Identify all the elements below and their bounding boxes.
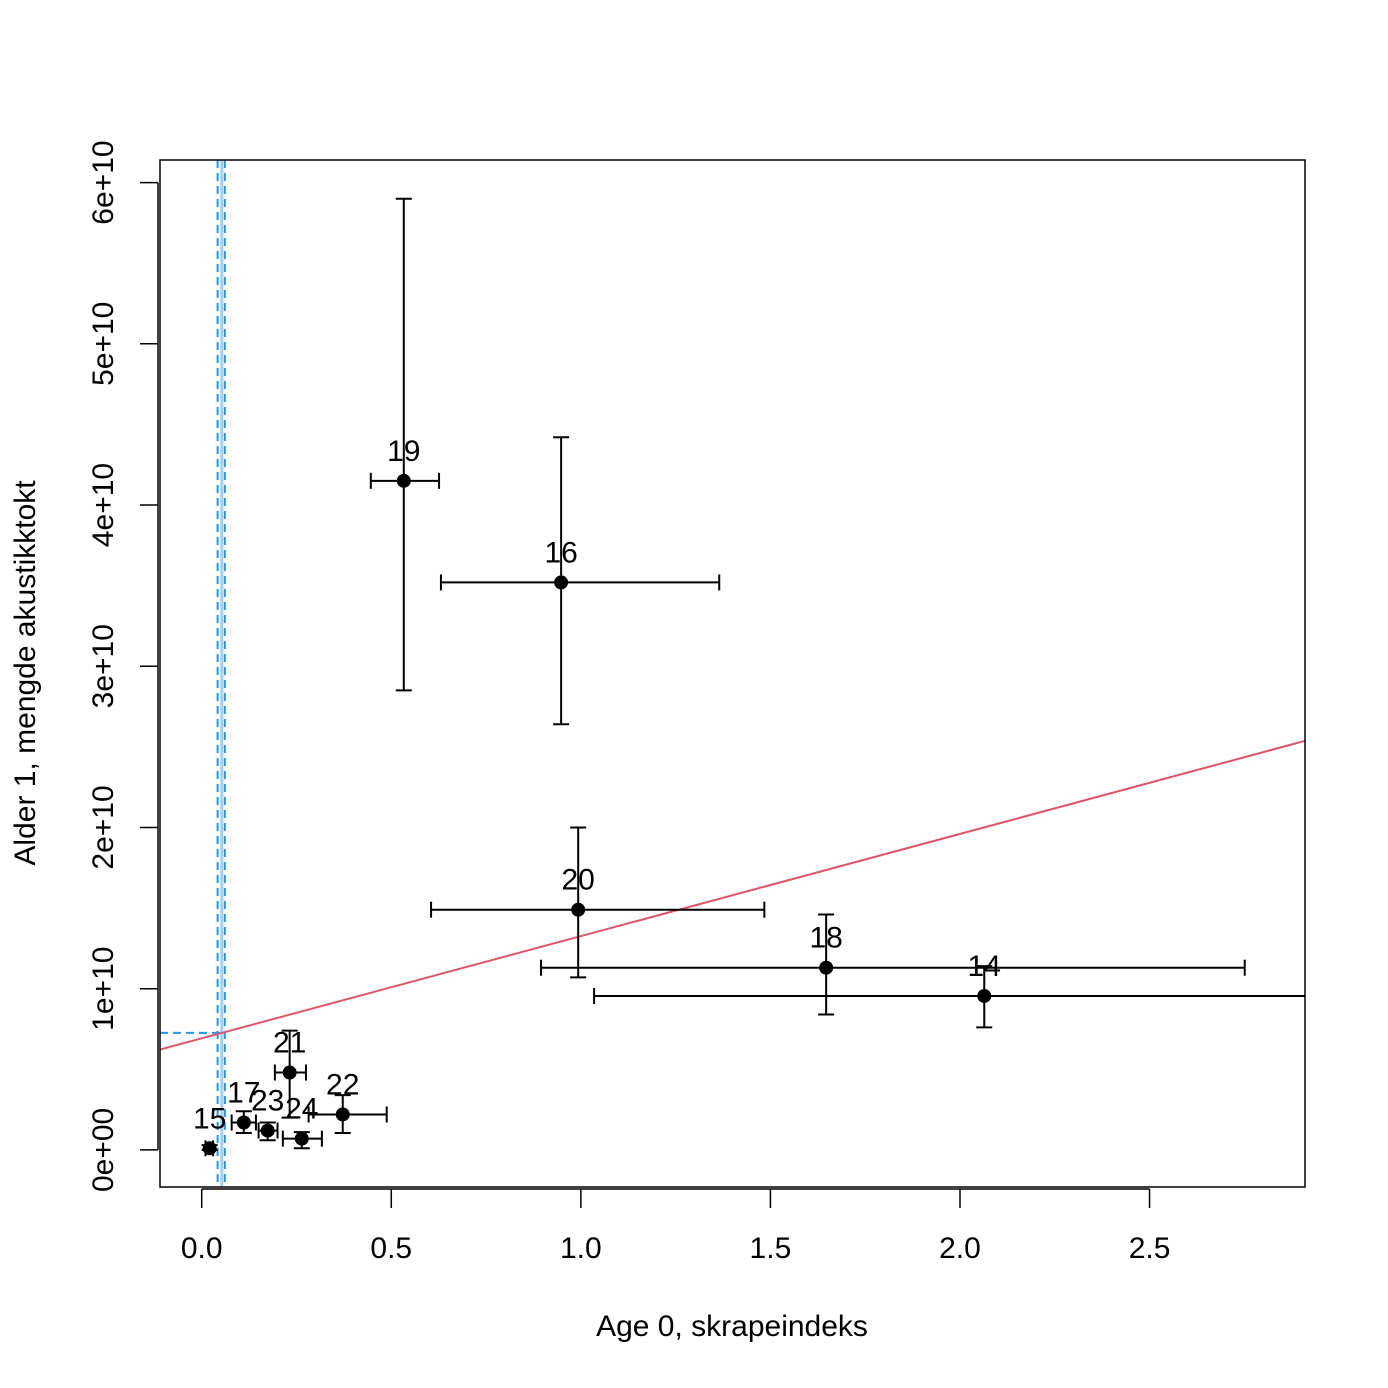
point-marker bbox=[294, 1131, 309, 1146]
y-axis-label: Alder 1, mengde akustikktokt bbox=[9, 480, 42, 866]
point-marker bbox=[977, 988, 992, 1003]
point-label: 21 bbox=[273, 1027, 306, 1060]
x-tick-label: 2.0 bbox=[939, 1232, 981, 1265]
point-label: 24 bbox=[285, 1093, 318, 1126]
data-point-14: 14 bbox=[593, 950, 1305, 1029]
data-point-19: 19 bbox=[369, 197, 441, 692]
point-label: 20 bbox=[562, 864, 595, 897]
data-point-24: 24 bbox=[281, 1093, 323, 1150]
x-tick-label: 2.5 bbox=[1129, 1232, 1171, 1265]
point-label: 17 bbox=[227, 1077, 260, 1110]
point-label: 15 bbox=[193, 1102, 226, 1135]
x-tick-label: 1.0 bbox=[560, 1232, 602, 1265]
regression-line bbox=[160, 739, 1305, 1051]
point-label: 16 bbox=[544, 536, 577, 569]
point-marker bbox=[260, 1123, 275, 1138]
data-point-21: 21 bbox=[273, 1027, 307, 1119]
x-tick-label: 1.5 bbox=[750, 1232, 792, 1265]
y-tick-label: 0e+00 bbox=[87, 1108, 120, 1192]
x-tick-label: 0.0 bbox=[181, 1232, 223, 1265]
data-point-22: 22 bbox=[307, 1068, 388, 1134]
data-point-18: 18 bbox=[540, 913, 1246, 1016]
point-label: 14 bbox=[968, 950, 1001, 983]
point-marker bbox=[396, 473, 411, 488]
data-point-20: 20 bbox=[430, 826, 766, 979]
plot-frame bbox=[159, 159, 1306, 1188]
y-tick-label: 4e+10 bbox=[87, 463, 120, 547]
point-label: 19 bbox=[387, 435, 420, 468]
point-marker bbox=[236, 1115, 251, 1130]
point-label: 18 bbox=[809, 922, 842, 955]
data-point-23: 23 bbox=[251, 1085, 284, 1142]
data-point-17: 17 bbox=[227, 1077, 260, 1134]
point-marker bbox=[202, 1141, 217, 1156]
data-point-15: 15 bbox=[193, 1102, 226, 1157]
point-marker bbox=[571, 902, 586, 917]
point-marker bbox=[282, 1065, 297, 1080]
point-label: 22 bbox=[326, 1068, 359, 1101]
data-point-16: 16 bbox=[439, 436, 721, 726]
x-tick-label: 0.5 bbox=[370, 1232, 412, 1265]
y-tick-label: 2e+10 bbox=[87, 785, 120, 869]
point-label: 23 bbox=[251, 1085, 284, 1118]
point-marker bbox=[335, 1107, 350, 1122]
point-marker bbox=[554, 575, 569, 590]
y-tick-label: 3e+10 bbox=[87, 624, 120, 708]
y-tick-label: 5e+10 bbox=[87, 302, 120, 386]
x-axis-label: Age 0, skrapeindeks bbox=[596, 1310, 868, 1343]
y-tick-label: 1e+10 bbox=[87, 947, 120, 1031]
point-marker bbox=[819, 960, 834, 975]
y-tick-label: 6e+10 bbox=[87, 140, 120, 224]
